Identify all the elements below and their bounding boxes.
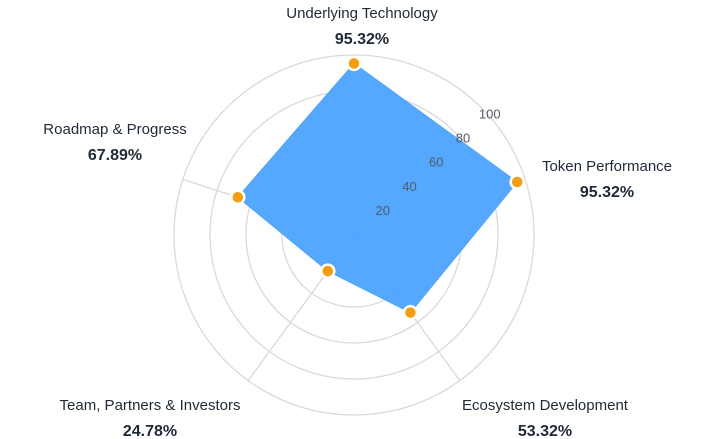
tick-label-20: 20 — [376, 203, 390, 218]
radial-tick-labels: 20 40 60 80 100 — [376, 107, 501, 218]
data-point-4 — [230, 189, 246, 205]
axis-label-2: Ecosystem Development — [462, 397, 629, 414]
data-point-2 — [402, 304, 419, 321]
axis-label-0: Underlying Technology — [286, 5, 438, 22]
axis-labels: Underlying Technology 95.32% Token Perform… — [43, 5, 672, 439]
data-point-0 — [346, 55, 362, 72]
axis-value-0: 95.32% — [335, 31, 389, 48]
axis-value-1: 95.32% — [580, 184, 634, 201]
radar-markers — [230, 55, 525, 321]
radar-area-layer — [237, 62, 518, 314]
tick-label-100: 100 — [479, 107, 501, 122]
axis-label-1: Token Performance — [542, 158, 672, 175]
radar-area — [237, 62, 518, 314]
tick-label-60: 60 — [429, 155, 443, 170]
axis-label-3: Team, Partners & Investors — [60, 397, 241, 414]
axis-label-4: Roadmap & Progress — [43, 121, 186, 138]
axis-value-3: 24.78% — [123, 423, 177, 439]
axis-value-4: 67.89% — [88, 147, 142, 164]
tick-label-80: 80 — [456, 131, 470, 146]
tick-label-40: 40 — [402, 179, 416, 194]
data-point-3 — [320, 263, 336, 279]
data-point-1 — [509, 174, 525, 190]
axis-value-2: 53.32% — [518, 423, 572, 439]
